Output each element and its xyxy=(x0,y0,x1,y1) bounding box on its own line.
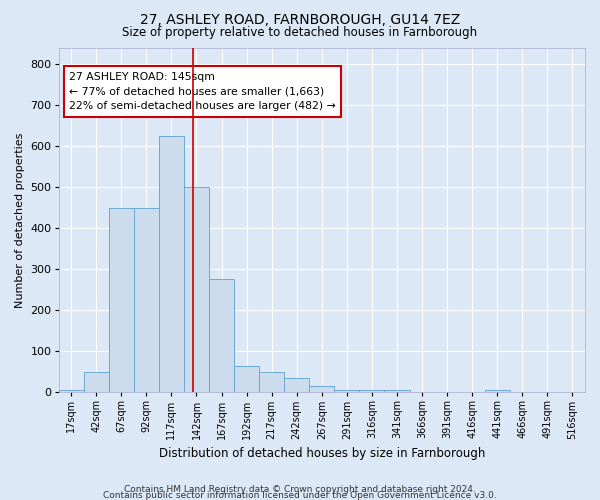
Bar xyxy=(159,136,184,392)
Text: Size of property relative to detached houses in Farnborough: Size of property relative to detached ho… xyxy=(122,26,478,39)
Text: Contains public sector information licensed under the Open Government Licence v3: Contains public sector information licen… xyxy=(103,491,497,500)
Text: 27 ASHLEY ROAD: 145sqm
← 77% of detached houses are smaller (1,663)
22% of semi-: 27 ASHLEY ROAD: 145sqm ← 77% of detached… xyxy=(69,72,336,111)
Text: Contains HM Land Registry data © Crown copyright and database right 2024.: Contains HM Land Registry data © Crown c… xyxy=(124,485,476,494)
Bar xyxy=(334,390,359,392)
Bar xyxy=(234,366,259,392)
Y-axis label: Number of detached properties: Number of detached properties xyxy=(15,132,25,308)
Text: 27, ASHLEY ROAD, FARNBOROUGH, GU14 7EZ: 27, ASHLEY ROAD, FARNBOROUGH, GU14 7EZ xyxy=(140,12,460,26)
X-axis label: Distribution of detached houses by size in Farnborough: Distribution of detached houses by size … xyxy=(158,447,485,460)
Bar xyxy=(59,390,83,392)
Bar xyxy=(83,372,109,392)
Bar xyxy=(209,280,234,392)
Bar xyxy=(284,378,309,392)
Bar xyxy=(359,390,385,392)
Bar xyxy=(385,390,410,392)
Bar xyxy=(109,208,134,392)
Bar xyxy=(134,208,159,392)
Bar xyxy=(184,187,209,392)
Bar xyxy=(485,390,510,392)
Bar xyxy=(259,372,284,392)
Bar xyxy=(309,386,334,392)
